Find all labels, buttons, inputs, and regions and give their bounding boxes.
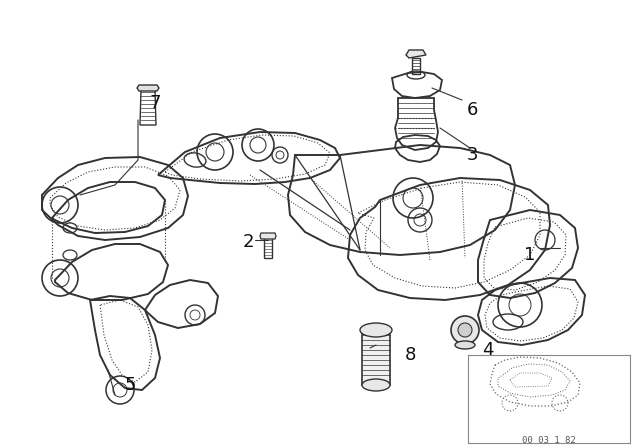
- Text: 7: 7: [149, 94, 161, 112]
- Polygon shape: [362, 330, 390, 385]
- Text: 8: 8: [404, 346, 416, 364]
- Polygon shape: [406, 50, 426, 58]
- Polygon shape: [260, 233, 276, 239]
- Text: 2: 2: [243, 233, 253, 251]
- Text: 5: 5: [124, 376, 136, 394]
- Text: 3: 3: [467, 146, 477, 164]
- Circle shape: [458, 323, 472, 337]
- Circle shape: [451, 316, 479, 344]
- Text: 00 03 1 82: 00 03 1 82: [522, 435, 576, 444]
- Polygon shape: [137, 85, 159, 91]
- Ellipse shape: [362, 379, 390, 391]
- Ellipse shape: [455, 341, 475, 349]
- Text: 6: 6: [467, 101, 477, 119]
- Ellipse shape: [360, 323, 392, 337]
- Text: 1: 1: [524, 246, 536, 264]
- Text: 4: 4: [483, 341, 493, 359]
